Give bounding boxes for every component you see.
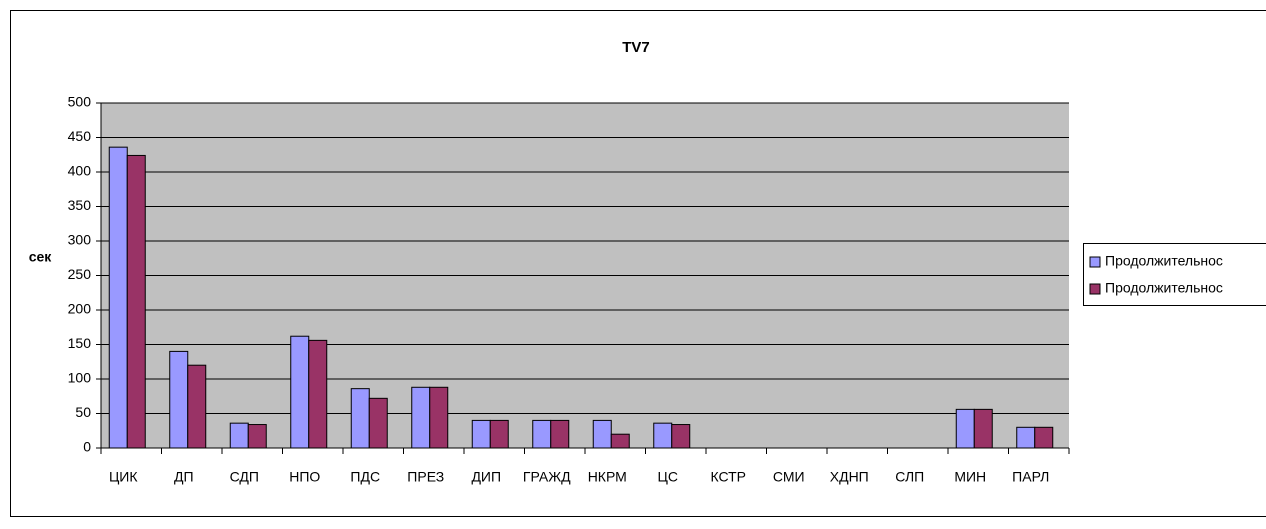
x-tick-label: ЦИК: [109, 469, 138, 485]
bar: [610, 433, 630, 449]
bar: [429, 386, 449, 449]
chart-title: TV7: [622, 39, 650, 56]
y-tick-label: 450: [68, 128, 92, 144]
bar: [368, 397, 388, 449]
bar: [1034, 426, 1054, 449]
y-tick-label: 50: [75, 404, 91, 420]
y-tick-label: 500: [68, 94, 92, 110]
x-tick-label: СМИ: [773, 469, 805, 485]
bar: [592, 419, 612, 449]
bar: [532, 419, 552, 449]
legend-swatch: [1089, 283, 1101, 295]
x-tick-label: КСТР: [710, 469, 746, 485]
legend-label: Продолжительнос: [1105, 280, 1223, 296]
bar: [169, 350, 189, 449]
legend-label: Продолжительнос: [1105, 253, 1223, 269]
y-axis-label: сек: [29, 249, 53, 265]
x-tick-label: ДП: [174, 469, 194, 485]
bar: [955, 408, 975, 449]
bar: [229, 422, 249, 449]
bar: [489, 419, 509, 449]
y-tick-label: 400: [68, 163, 92, 179]
x-tick-label: ДИП: [471, 469, 501, 485]
bar: [550, 419, 570, 449]
bar: [126, 154, 146, 449]
legend: [1083, 243, 1266, 306]
y-tick-label: 200: [68, 301, 92, 317]
y-tick-label: 250: [68, 266, 92, 282]
bar: [247, 424, 267, 449]
x-tick-label: ГРАЖД: [523, 469, 571, 485]
bar: [411, 386, 431, 449]
legend-swatch: [1089, 256, 1101, 268]
x-tick-label: ПДС: [350, 469, 380, 485]
bar: [350, 388, 370, 449]
y-tick-label: 300: [68, 232, 92, 248]
bar: [471, 419, 491, 449]
x-tick-label: НПО: [289, 469, 320, 485]
bar: [1016, 426, 1036, 449]
y-tick-label: 100: [68, 370, 92, 386]
bar: [653, 422, 673, 449]
x-tick-label: СЛП: [895, 469, 924, 485]
bar: [108, 146, 128, 449]
x-tick-label: МИН: [954, 469, 986, 485]
y-tick-label: 0: [83, 439, 91, 455]
bar: [308, 339, 328, 449]
x-tick-label: НКРМ: [588, 469, 627, 485]
bar: [187, 364, 207, 449]
bar: [290, 335, 310, 449]
x-tick-label: СДП: [230, 469, 259, 485]
y-tick-label: 350: [68, 197, 92, 213]
x-tick-label: ПРЕЗ: [407, 469, 444, 485]
bar: [671, 424, 691, 449]
y-tick-label: 150: [68, 335, 92, 351]
bar: [973, 408, 993, 449]
x-tick-label: ЦС: [658, 469, 678, 485]
x-tick-label: ХДНП: [830, 469, 869, 485]
x-tick-label: ПАРЛ: [1012, 469, 1049, 485]
